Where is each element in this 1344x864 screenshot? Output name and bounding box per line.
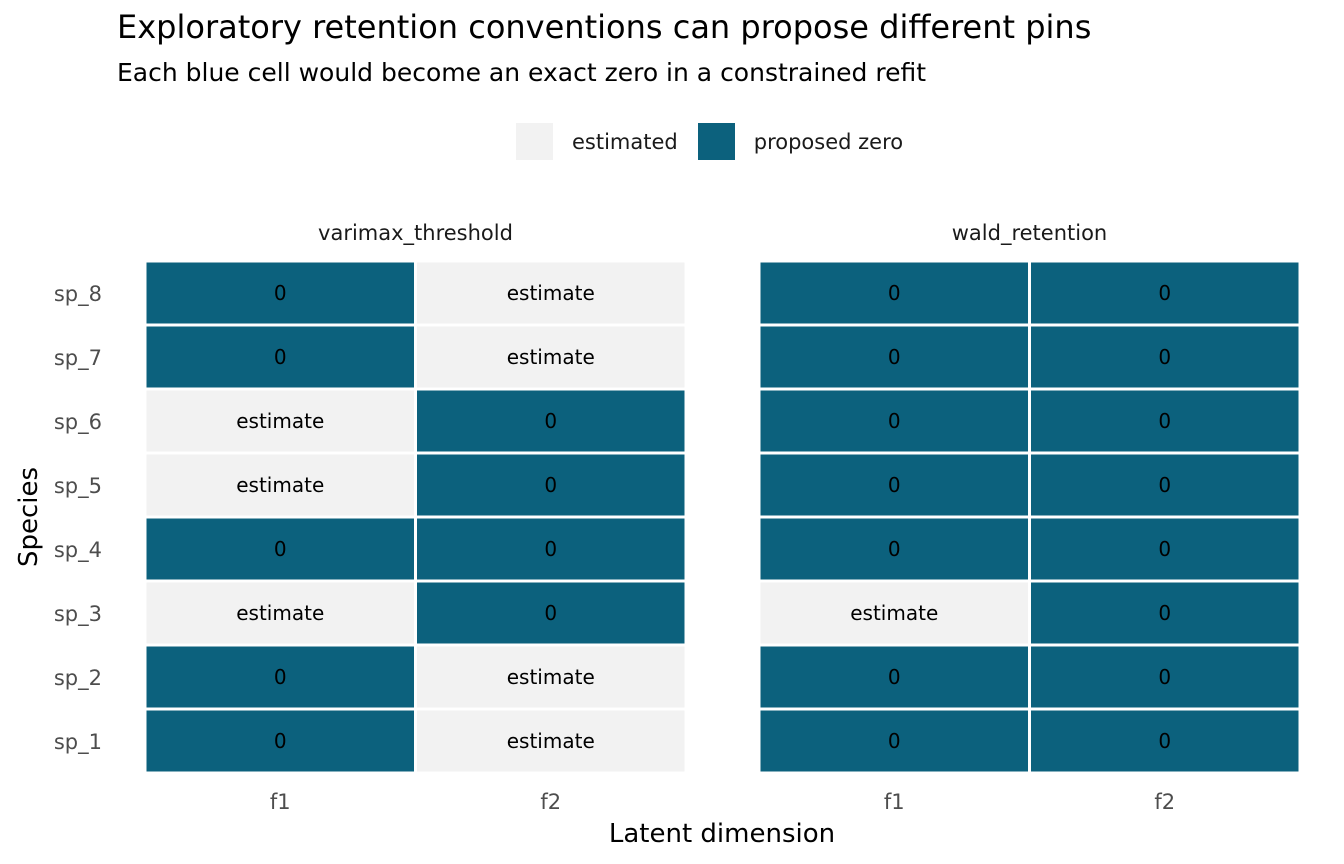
- heatmap-cell-varimax_threshold-sp_6-f2: [414, 387, 688, 455]
- chart-title: Exploratory retention conventions can pr…: [117, 8, 1092, 46]
- cell-label-wald_retention-sp_3-f1: estimate: [850, 601, 938, 625]
- cell-label-varimax_threshold-sp_2-f1: 0: [274, 665, 287, 689]
- heatmap-cell-wald_retention-sp_5-f2: [1028, 451, 1302, 519]
- heatmap-cell-wald_retention-sp_7-f2: [1028, 323, 1302, 391]
- cell-label-wald_retention-sp_2-f2: 0: [1158, 665, 1171, 689]
- cell-label-wald_retention-sp_7-f2: 0: [1158, 345, 1171, 369]
- y-tick-sp_8: sp_8: [54, 282, 102, 307]
- y-tick-sp_1: sp_1: [54, 730, 102, 755]
- cell-label-varimax_threshold-sp_3-f2: 0: [544, 601, 557, 625]
- legend-item-estimated: estimated: [516, 123, 678, 160]
- heatmap-cell-varimax_threshold-sp_8-f1: [143, 259, 417, 327]
- heatmap-cell-wald_retention-sp_1-f1: [757, 707, 1031, 775]
- cell-label-wald_retention-sp_2-f1: 0: [888, 665, 901, 689]
- cell-label-wald_retention-sp_8-f1: 0: [888, 281, 901, 305]
- heatmap-cell-wald_retention-sp_7-f1: [757, 323, 1031, 391]
- x-axis-title: Latent dimension: [609, 819, 835, 849]
- cell-label-wald_retention-sp_4-f2: 0: [1158, 537, 1171, 561]
- heatmap-cell-varimax_threshold-sp_7-f1: [143, 323, 417, 391]
- cell-label-wald_retention-sp_4-f1: 0: [888, 537, 901, 561]
- cell-label-wald_retention-sp_1-f1: 0: [888, 729, 901, 753]
- legend-key-estimated: [516, 123, 553, 160]
- heatmap-cell-wald_retention-sp_4-f2: [1028, 515, 1302, 583]
- legend-label-proposed-zero: proposed zero: [753, 129, 904, 154]
- cell-label-varimax_threshold-sp_7-f2: estimate: [507, 345, 595, 369]
- cell-label-varimax_threshold-sp_2-f2: estimate: [507, 665, 595, 689]
- heatmap-cell-varimax_threshold-sp_7-f2: [414, 323, 688, 391]
- y-tick-sp_6: sp_6: [54, 410, 102, 435]
- cell-label-varimax_threshold-sp_7-f1: 0: [274, 345, 287, 369]
- heatmap-cell-wald_retention-sp_8-f2: [1028, 259, 1302, 327]
- x-tick-wald_retention-f2: f2: [1154, 790, 1175, 814]
- cell-label-wald_retention-sp_6-f2: 0: [1158, 409, 1171, 433]
- cell-label-wald_retention-sp_5-f2: 0: [1158, 473, 1171, 497]
- x-tick-wald_retention-f1: f1: [884, 790, 905, 814]
- heatmap-cell-wald_retention-sp_4-f1: [757, 515, 1031, 583]
- heatmap-cell-wald_retention-sp_2-f1: [757, 643, 1031, 711]
- chart-subtitle: Each blue cell would become an exact zer…: [117, 58, 927, 87]
- heatmap-cell-varimax_threshold-sp_5-f2: [414, 451, 688, 519]
- y-tick-sp_4: sp_4: [54, 538, 102, 563]
- legend-label-estimated: estimated: [572, 129, 678, 154]
- cell-label-varimax_threshold-sp_6-f1: estimate: [236, 409, 324, 433]
- heatmap-cell-wald_retention-sp_5-f1: [757, 451, 1031, 519]
- cell-label-wald_retention-sp_8-f2: 0: [1158, 281, 1171, 305]
- cell-label-wald_retention-sp_6-f1: 0: [888, 409, 901, 433]
- heatmap-cell-wald_retention-sp_8-f1: [757, 259, 1031, 327]
- y-tick-sp_2: sp_2: [54, 666, 102, 691]
- facet-title-wald_retention: wald_retention: [952, 221, 1108, 246]
- cell-label-varimax_threshold-sp_1-f1: 0: [274, 729, 287, 753]
- legend-item-proposed-zero: proposed zero: [697, 123, 904, 160]
- cell-label-varimax_threshold-sp_8-f2: estimate: [507, 281, 595, 305]
- y-tick-sp_3: sp_3: [54, 602, 102, 627]
- y-tick-sp_5: sp_5: [54, 474, 102, 499]
- cell-label-varimax_threshold-sp_3-f1: estimate: [236, 601, 324, 625]
- cell-label-wald_retention-sp_7-f1: 0: [888, 345, 901, 369]
- heatmap-cell-wald_retention-sp_6-f2: [1028, 387, 1302, 455]
- x-tick-varimax_threshold-f1: f1: [270, 790, 291, 814]
- heatmap-cell-varimax_threshold-sp_3-f2: [414, 579, 688, 647]
- cell-label-varimax_threshold-sp_4-f2: 0: [544, 537, 557, 561]
- cell-label-wald_retention-sp_1-f2: 0: [1158, 729, 1171, 753]
- heatmap-cell-wald_retention-sp_6-f1: [757, 387, 1031, 455]
- cell-label-wald_retention-sp_3-f2: 0: [1158, 601, 1171, 625]
- cell-label-varimax_threshold-sp_4-f1: 0: [274, 537, 287, 561]
- legend: estimated proposed zero: [516, 123, 923, 160]
- heatmap-cell-wald_retention-sp_3-f2: [1028, 579, 1302, 647]
- y-axis-title: Species: [14, 467, 44, 567]
- heatmap-cell-varimax_threshold-sp_8-f2: [414, 259, 688, 327]
- cell-label-varimax_threshold-sp_5-f1: estimate: [236, 473, 324, 497]
- y-tick-sp_7: sp_7: [54, 346, 102, 371]
- facet-title-varimax_threshold: varimax_threshold: [318, 221, 513, 246]
- cell-label-wald_retention-sp_5-f1: 0: [888, 473, 901, 497]
- x-tick-varimax_threshold-f2: f2: [540, 790, 561, 814]
- heatmap-cell-wald_retention-sp_2-f2: [1028, 643, 1302, 711]
- cell-label-varimax_threshold-sp_6-f2: 0: [544, 409, 557, 433]
- legend-key-proposed-zero: [697, 123, 735, 160]
- cell-label-varimax_threshold-sp_5-f2: 0: [544, 473, 557, 497]
- cell-label-varimax_threshold-sp_1-f2: estimate: [507, 729, 595, 753]
- cell-label-varimax_threshold-sp_8-f1: 0: [274, 281, 287, 305]
